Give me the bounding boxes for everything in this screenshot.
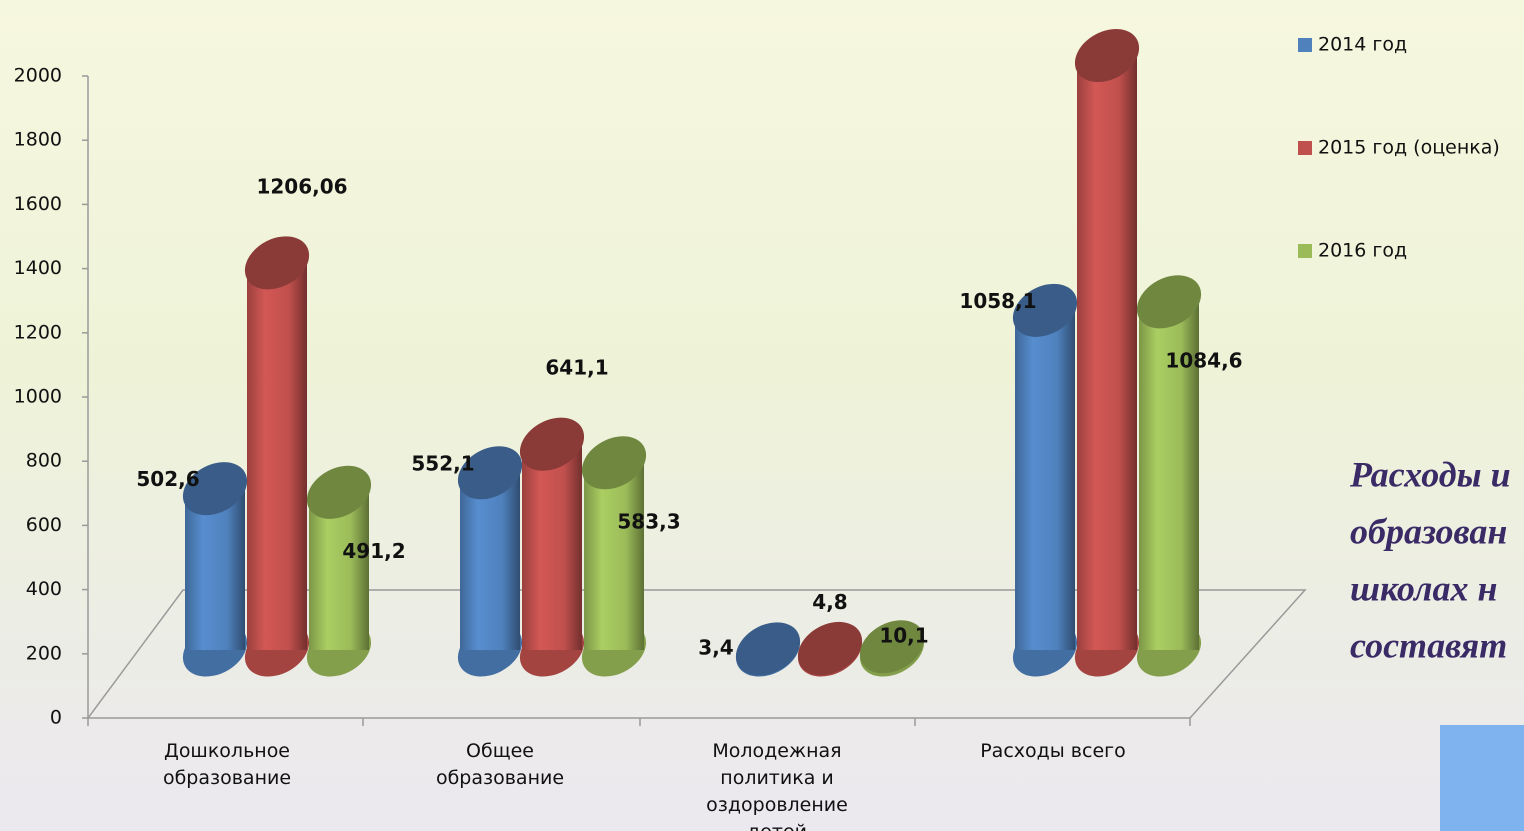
annotation: образован	[1350, 511, 1507, 551]
bar	[247, 262, 307, 650]
value-label: 3,4	[698, 635, 733, 659]
bar-top	[457, 446, 523, 500]
value-label: 491,2	[342, 539, 405, 563]
x-tick-label: Общее образование	[435, 740, 565, 789]
value-label: 502,6	[136, 467, 199, 491]
y-tick-label: 800	[26, 450, 62, 472]
legend-label: 2014 год	[1318, 34, 1407, 56]
bar	[460, 472, 520, 650]
bar-top	[1012, 283, 1078, 337]
y-tick-label: 1800	[14, 129, 62, 151]
y-tick-label: 2000	[14, 65, 62, 87]
y-tick-label: 400	[26, 578, 62, 600]
y-tick-label: 1000	[14, 386, 62, 408]
value-label: 552,1	[411, 451, 474, 475]
legend-swatch	[1298, 38, 1312, 52]
bar	[584, 462, 644, 650]
y-tick-label: 1600	[14, 193, 62, 215]
bar-top	[735, 622, 801, 676]
value-label: 4,8	[812, 590, 847, 614]
legend-label: 2015 год (оценка)	[1318, 137, 1500, 159]
y-tick-label: 200	[26, 642, 62, 664]
bar-top	[859, 620, 925, 674]
decoration	[1440, 725, 1524, 831]
bar	[1077, 55, 1137, 651]
legend-label: 2016 год	[1318, 240, 1407, 262]
value-label: 10,1	[879, 623, 928, 647]
annotation: составят	[1350, 625, 1507, 665]
value-label: 641,1	[545, 356, 608, 380]
bar-top	[182, 462, 248, 516]
x-tick-label: Дошкольное образование	[162, 740, 292, 789]
legend-swatch	[1298, 244, 1312, 258]
y-tick-label: 1400	[14, 257, 62, 279]
value-label: 1058,1	[959, 289, 1036, 313]
bar	[1139, 301, 1199, 650]
annotation: школах н	[1350, 568, 1497, 608]
bar-top	[244, 236, 310, 290]
x-tick-label: Расходы всего	[980, 740, 1126, 762]
legend-swatch	[1298, 141, 1312, 155]
y-tick-label: 1200	[14, 321, 62, 343]
y-tick-label: 0	[50, 707, 62, 729]
bar	[1015, 310, 1075, 650]
value-label: 1206,06	[256, 174, 347, 198]
x-tick-label: Молодежная политика и оздоровление детей	[706, 740, 848, 831]
bar-top	[519, 417, 585, 471]
bar	[309, 492, 369, 650]
value-label: 1084,6	[1165, 348, 1242, 372]
annotation: Расходы и	[1349, 454, 1511, 494]
bar-top	[1074, 28, 1140, 83]
bar-top	[306, 465, 372, 519]
y-tick-label: 600	[26, 514, 62, 536]
bar	[522, 444, 582, 650]
bar-top	[797, 621, 863, 675]
value-label: 583,3	[617, 509, 680, 533]
bar-top	[581, 436, 647, 490]
bar	[185, 488, 245, 650]
bar-top	[1136, 275, 1202, 329]
